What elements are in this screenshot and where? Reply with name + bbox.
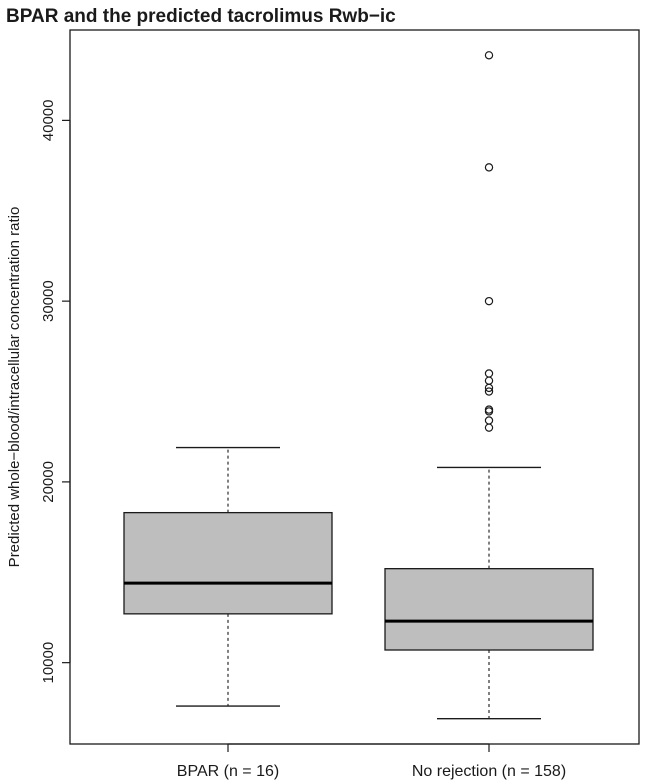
boxes-group	[123, 51, 594, 720]
outlier-point	[484, 405, 494, 414]
y-tick-label: 40000	[40, 100, 57, 142]
x-tick-label: No rejection (n = 158)	[412, 763, 566, 780]
outlier-point	[484, 423, 494, 432]
outlier-point	[484, 369, 494, 378]
x-tick-label: BPAR (n = 16)	[177, 763, 279, 780]
box-iqr	[384, 568, 594, 651]
outlier-point	[484, 376, 494, 385]
x-axis: BPAR (n = 16) No rejection (n = 158)	[177, 743, 566, 780]
box-group	[384, 51, 594, 720]
chart-title: BPAR and the predicted tacrolimus Rwb−ic	[6, 6, 396, 27]
box-group	[123, 446, 333, 707]
outlier-point	[484, 387, 494, 396]
box-iqr	[123, 511, 333, 615]
y-axis: 10000 20000 30000 40000	[40, 100, 71, 684]
y-tick-label: 20000	[40, 461, 57, 503]
outlier-point	[484, 296, 494, 306]
outlier-point	[484, 416, 494, 425]
y-tick-label: 30000	[40, 280, 57, 322]
y-tick-label: 10000	[40, 642, 57, 684]
y-axis-label: Predicted whole−blood/intracellular conc…	[6, 207, 23, 568]
outlier-point	[484, 51, 494, 60]
outlier-point	[484, 163, 494, 172]
